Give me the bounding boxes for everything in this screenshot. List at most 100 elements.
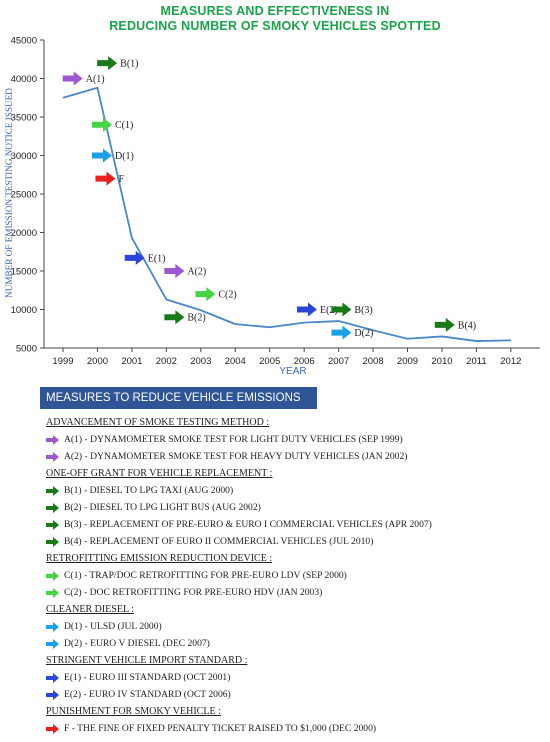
right-arrow-icon — [46, 621, 59, 632]
annotation-label: E(2) — [320, 305, 338, 316]
x-tick-label: 1999 — [52, 356, 73, 367]
annotation-arrow-icon — [164, 264, 185, 278]
legend-item: A(1) - DYNAMOMETER SMOKE TEST FOR LIGHT … — [46, 431, 546, 448]
y-tick-label: 35000 — [11, 113, 37, 124]
right-arrow-icon — [46, 689, 59, 700]
annotation-label: B(3) — [354, 305, 372, 316]
annotation-arrow-icon — [92, 117, 113, 132]
y-tick-label: 40000 — [11, 74, 37, 85]
right-arrow-icon — [46, 485, 59, 496]
x-axis-label: YEAR — [279, 366, 306, 377]
legend-item-code: B(1) — [64, 485, 82, 496]
legend-item-code: B(3) — [64, 519, 82, 530]
legend-item-text: - THE FINE OF FIXED PENALTY TICKET RAISE… — [69, 723, 377, 734]
x-tick-label: 2002 — [156, 356, 177, 367]
legend-item: B(2) - DIESEL TO LPG LIGHT BUS (AUG 2002… — [46, 499, 546, 516]
right-arrow-icon — [46, 451, 59, 462]
annotation-label: B(2) — [187, 313, 205, 324]
x-tick-label: 2000 — [87, 356, 108, 367]
annotation-label: F — [118, 174, 124, 185]
annotation-arrow-icon — [97, 56, 118, 71]
right-arrow-icon — [46, 723, 59, 734]
y-tick-label: 30000 — [11, 151, 37, 162]
annotation-label: D(2) — [354, 328, 373, 339]
annotation-label: A(1) — [86, 74, 105, 85]
legend-item: B(4) - REPLACEMENT OF EURO II COMMERCIAL… — [46, 533, 546, 550]
legend-item-code: B(2) — [64, 502, 82, 513]
legend-group-title: ADVANCEMENT OF SMOKE TESTING METHOD : — [46, 417, 270, 428]
annotation-arrow-icon — [195, 287, 216, 302]
y-axis-label: NUMBER OF EMISSION TESTING NOTICE ISSUED — [4, 88, 14, 298]
legend-item-code: B(4) — [64, 536, 82, 547]
annotation-arrow-icon — [434, 317, 455, 332]
legend-item-code: E(1) — [64, 672, 82, 683]
right-arrow-icon — [46, 638, 59, 649]
legend-item: B(1) - DIESEL TO LPG TAXI (AUG 2000) — [46, 482, 546, 499]
y-tick-label: 10000 — [11, 305, 37, 316]
legend-item: C(2) - DOC RETROFITTING FOR PRE-EURO HDV… — [46, 584, 546, 601]
legend-item-text: - EURO III STANDARD (OCT 2001) — [81, 672, 231, 683]
legend-item-text: - DIESEL TO LPG LIGHT BUS (AUG 2002) — [81, 502, 261, 513]
legend-group-title: RETROFITTING EMISSION REDUCTION DEVICE : — [46, 553, 273, 564]
legend-item: E(2) - EURO IV STANDARD (OCT 2006) — [46, 686, 546, 703]
annotation-arrow-icon — [92, 148, 113, 163]
x-tick-label: 2008 — [362, 356, 383, 367]
y-tick-label: 15000 — [11, 267, 37, 278]
legend-item-text: - DYNAMOMETER SMOKE TEST FOR HEAVY DUTY … — [82, 451, 408, 462]
right-arrow-icon — [46, 536, 59, 547]
x-tick-label: 2007 — [328, 356, 349, 367]
annotation-arrow-icon — [331, 325, 352, 340]
y-tick-label: 20000 — [11, 228, 37, 239]
legend-item-text: - REPLACEMENT OF EURO II COMMERCIAL VEHI… — [81, 536, 374, 547]
annotation-arrow-icon — [95, 171, 116, 186]
right-arrow-icon — [46, 502, 59, 513]
measures-legend: ADVANCEMENT OF SMOKE TESTING METHOD : A(1… — [46, 414, 546, 737]
legend-item-text: - DIESEL TO LPG TAXI (AUG 2000) — [81, 485, 234, 496]
legend-header: MEASURES TO REDUCE VEHICLE EMISSIONS — [40, 387, 317, 409]
legend-item-text: - DYNAMOMETER SMOKE TEST FOR LIGHT DUTY … — [82, 434, 403, 445]
chart-title-line-1: MEASURES AND EFFECTIVENESS IN — [160, 4, 390, 18]
legend-item: D(1) - ULSD (JUL 2000) — [46, 618, 546, 635]
legend-item-text: - REPLACEMENT OF PRE-EURO & EURO I COMME… — [81, 519, 432, 530]
annotation-arrow-icon — [124, 250, 145, 265]
legend-item-text: - TRAP/DOC RETROFITTING FOR PRE-EURO LDV… — [81, 570, 347, 581]
legend-item-code: D(2) — [64, 638, 83, 649]
annotation-label: D(1) — [115, 151, 134, 162]
right-arrow-icon — [46, 587, 59, 598]
right-arrow-icon — [46, 434, 59, 445]
legend-item: F - THE FINE OF FIXED PENALTY TICKET RAI… — [46, 720, 546, 737]
x-tick-label: 2011 — [466, 356, 486, 367]
legend-item: A(2) - DYNAMOMETER SMOKE TEST FOR HEAVY … — [46, 448, 546, 465]
legend-item-code: A(1) — [64, 434, 83, 445]
legend-item-text: - ULSD (JUL 2000) — [82, 621, 162, 632]
chart-title-line-2: REDUCING NUMBER OF SMOKY VEHICLES SPOTTE… — [109, 19, 441, 33]
legend-item-code: A(2) — [64, 451, 83, 462]
legend-item-code: C(2) — [64, 587, 82, 598]
y-tick-label: 25000 — [11, 190, 37, 201]
annotation-label: B(4) — [458, 320, 476, 331]
legend-item-code: C(1) — [64, 570, 82, 581]
right-arrow-icon — [46, 519, 59, 530]
legend-item: C(1) - TRAP/DOC RETROFITTING FOR PRE-EUR… — [46, 567, 546, 584]
y-tick-label: 5000 — [16, 344, 37, 355]
right-arrow-icon — [46, 570, 59, 581]
annotation-label: E(1) — [148, 253, 166, 264]
annotation-arrow-icon — [62, 71, 83, 86]
legend-group-title: ONE-OFF GRANT FOR VEHICLE REPLACEMENT : — [46, 468, 273, 479]
x-tick-label: 2005 — [259, 356, 280, 367]
annotation-label: A(2) — [187, 267, 206, 278]
annotation-label: C(1) — [115, 120, 133, 131]
legend-item: E(1) - EURO III STANDARD (OCT 2001) — [46, 669, 546, 686]
annotation-label: C(2) — [218, 290, 236, 301]
x-tick-label: 2001 — [121, 356, 142, 367]
legend-item: D(2) - EURO V DIESEL (DEC 2007) — [46, 635, 546, 652]
legend-item-code: D(1) — [64, 621, 83, 632]
x-tick-label: 2009 — [397, 356, 418, 367]
x-tick-label: 2004 — [225, 356, 246, 367]
x-tick-label: 2012 — [500, 356, 521, 367]
legend-item-code: E(2) — [64, 689, 82, 700]
y-tick-label: 45000 — [11, 36, 37, 47]
x-tick-label: 2010 — [431, 356, 452, 367]
annotation-arrow-icon — [296, 302, 317, 317]
legend-item-text: - EURO V DIESEL (DEC 2007) — [82, 638, 210, 649]
